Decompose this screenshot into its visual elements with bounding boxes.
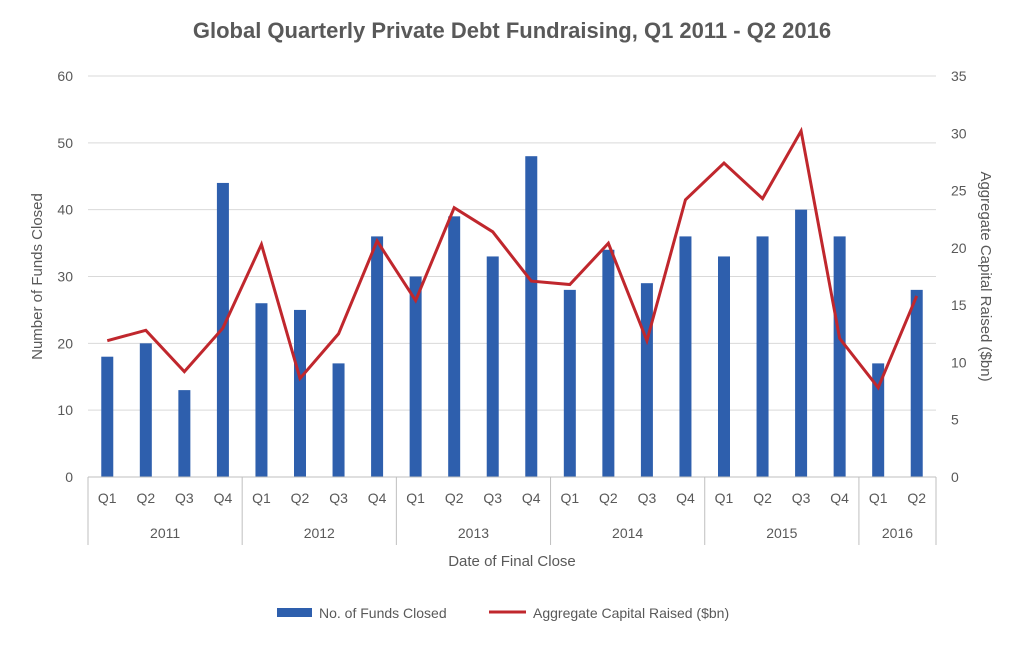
gridlines bbox=[88, 75, 936, 411]
x-quarter-label: Q4 bbox=[214, 490, 233, 506]
x-quarter-label: Q2 bbox=[753, 490, 772, 506]
y-left-tick-label: 10 bbox=[57, 402, 73, 418]
bar bbox=[833, 236, 846, 477]
bar bbox=[563, 289, 576, 477]
bar bbox=[255, 303, 268, 477]
y-right-tick-label: 10 bbox=[951, 354, 967, 370]
x-quarter-label: Q2 bbox=[445, 490, 464, 506]
x-quarter-label: Q4 bbox=[830, 490, 849, 506]
y-right-tick-label: 15 bbox=[951, 297, 967, 313]
bar bbox=[795, 209, 808, 477]
x-quarter-label: Q1 bbox=[252, 490, 271, 506]
bar bbox=[371, 236, 384, 477]
x-quarter-label: Q4 bbox=[522, 490, 541, 506]
axes: 0 10 20 30 40 50 60 0 5 10 15 20 25 30 35 Q1 Q2 Q3 Q4 Q1 Q2 Q… bbox=[29, 68, 994, 570]
x-year-label: 2014 bbox=[612, 525, 643, 541]
legend-swatch-bar bbox=[277, 608, 312, 617]
bar bbox=[101, 356, 114, 477]
bar bbox=[448, 216, 461, 477]
x-quarter-label: Q2 bbox=[907, 490, 926, 506]
x-quarter-label: Q3 bbox=[483, 490, 502, 506]
bar bbox=[872, 363, 885, 477]
legend-label-line: Aggregate Capital Raised ($bn) bbox=[533, 605, 729, 621]
y-right-tick-label: 20 bbox=[951, 240, 967, 256]
x-quarter-label: Q4 bbox=[676, 490, 695, 506]
x-quarter-label: Q3 bbox=[175, 490, 194, 506]
y-left-tick-label: 20 bbox=[57, 335, 73, 351]
y-right-tick-label: 35 bbox=[951, 68, 967, 84]
bar bbox=[409, 276, 422, 477]
x-quarter-label: Q1 bbox=[869, 490, 888, 506]
legend-label-bar: No. of Funds Closed bbox=[319, 605, 447, 621]
x-quarter-label: Q1 bbox=[560, 490, 579, 506]
bar bbox=[640, 283, 653, 477]
x-quarter-label: Q2 bbox=[291, 490, 310, 506]
bar bbox=[139, 343, 152, 477]
x-quarter-label: Q1 bbox=[406, 490, 425, 506]
bar bbox=[332, 363, 345, 477]
bar bbox=[910, 289, 923, 477]
bar bbox=[294, 309, 306, 477]
x-quarter-label: Q2 bbox=[599, 490, 618, 506]
bar bbox=[525, 156, 538, 477]
x-quarter-label: Q1 bbox=[98, 490, 117, 506]
y-right-tick-label: 30 bbox=[951, 125, 967, 141]
x-quarter-label: Q3 bbox=[638, 490, 657, 506]
line-series bbox=[106, 126, 919, 391]
bar bbox=[718, 256, 730, 477]
bar bbox=[602, 249, 615, 477]
y-left-tick-label: 40 bbox=[57, 202, 73, 218]
chart-title: Global Quarterly Private Debt Fundraisin… bbox=[192, 18, 832, 43]
x-quarter-label: Q2 bbox=[136, 490, 155, 506]
legend: No. of Funds Closed Aggregate Capital Rai… bbox=[277, 605, 729, 621]
bar bbox=[679, 236, 692, 477]
x-quarter-label: Q3 bbox=[329, 490, 348, 506]
x-year-label: 2015 bbox=[766, 525, 797, 541]
bar-series bbox=[101, 156, 923, 477]
x-quarter-label: Q1 bbox=[715, 490, 734, 506]
x-year-label: 2012 bbox=[304, 525, 335, 541]
y-right-tick-label: 5 bbox=[951, 412, 959, 428]
bar bbox=[178, 390, 191, 477]
y-right-tick-label: 0 bbox=[951, 469, 959, 485]
x-year-label: 2013 bbox=[458, 525, 489, 541]
x-quarter-label: Q3 bbox=[792, 490, 811, 506]
x-axis-title: Date of Final Close bbox=[448, 553, 576, 570]
capital-raised-line bbox=[106, 126, 919, 391]
y-left-tick-label: 30 bbox=[57, 269, 73, 285]
bar bbox=[486, 256, 499, 477]
y-left-axis-title: Number of Funds Closed bbox=[29, 193, 46, 360]
y-left-tick-label: 0 bbox=[65, 469, 73, 485]
y-right-axis-title: Aggregate Capital Raised ($bn) bbox=[977, 171, 994, 381]
x-year-label: 2016 bbox=[882, 525, 913, 541]
y-right-tick-label: 25 bbox=[951, 183, 967, 199]
bar bbox=[756, 236, 769, 477]
y-left-tick-label: 60 bbox=[57, 68, 73, 84]
x-quarter-label: Q4 bbox=[368, 490, 387, 506]
x-year-label: 2011 bbox=[150, 525, 180, 541]
y-left-tick-label: 50 bbox=[57, 135, 73, 151]
